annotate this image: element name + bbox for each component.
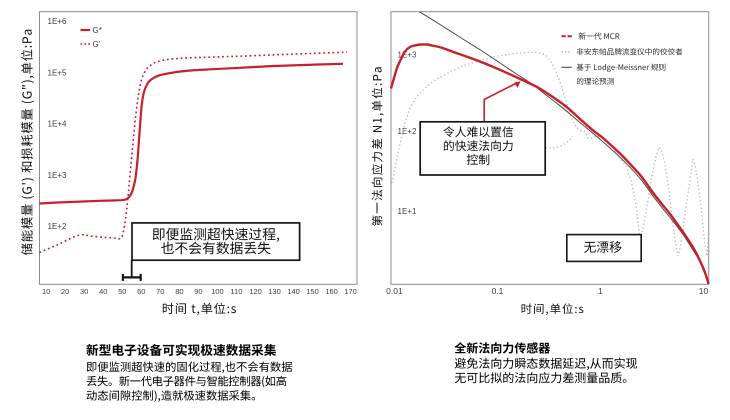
svg-text:1E+2: 1E+2 bbox=[398, 127, 417, 136]
svg-text:170: 170 bbox=[344, 287, 357, 296]
svg-text:1E+2: 1E+2 bbox=[48, 222, 67, 231]
svg-text:60: 60 bbox=[137, 287, 145, 296]
svg-text:G*: G* bbox=[93, 26, 102, 35]
svg-text:1E+5: 1E+5 bbox=[48, 68, 67, 77]
svg-text:10: 10 bbox=[699, 286, 709, 296]
svg-text:1E+3: 1E+3 bbox=[48, 171, 67, 180]
svg-text:0.01: 0.01 bbox=[386, 286, 403, 296]
svg-text:100: 100 bbox=[211, 287, 224, 296]
svg-text:30: 30 bbox=[80, 287, 88, 296]
svg-text:1: 1 bbox=[598, 286, 603, 296]
svg-text:20: 20 bbox=[61, 287, 69, 296]
svg-text:10: 10 bbox=[42, 287, 50, 296]
svg-text:90: 90 bbox=[194, 287, 202, 296]
svg-text:160: 160 bbox=[325, 287, 338, 296]
svg-text:G': G' bbox=[93, 40, 101, 49]
svg-text:1E+4: 1E+4 bbox=[48, 120, 67, 129]
svg-text:0.1: 0.1 bbox=[492, 286, 504, 296]
svg-text:80: 80 bbox=[175, 287, 183, 296]
svg-text:40: 40 bbox=[99, 287, 107, 296]
svg-text:70: 70 bbox=[156, 287, 164, 296]
svg-text:150: 150 bbox=[306, 287, 319, 296]
svg-text:1E+6: 1E+6 bbox=[48, 17, 67, 26]
svg-text:120: 120 bbox=[249, 287, 262, 296]
svg-text:1E+3: 1E+3 bbox=[398, 50, 417, 59]
svg-text:110: 110 bbox=[230, 287, 242, 296]
svg-text:50: 50 bbox=[118, 287, 126, 296]
svg-text:1E+1: 1E+1 bbox=[398, 207, 417, 216]
svg-text:130: 130 bbox=[268, 287, 281, 296]
svg-text:140: 140 bbox=[287, 287, 300, 296]
